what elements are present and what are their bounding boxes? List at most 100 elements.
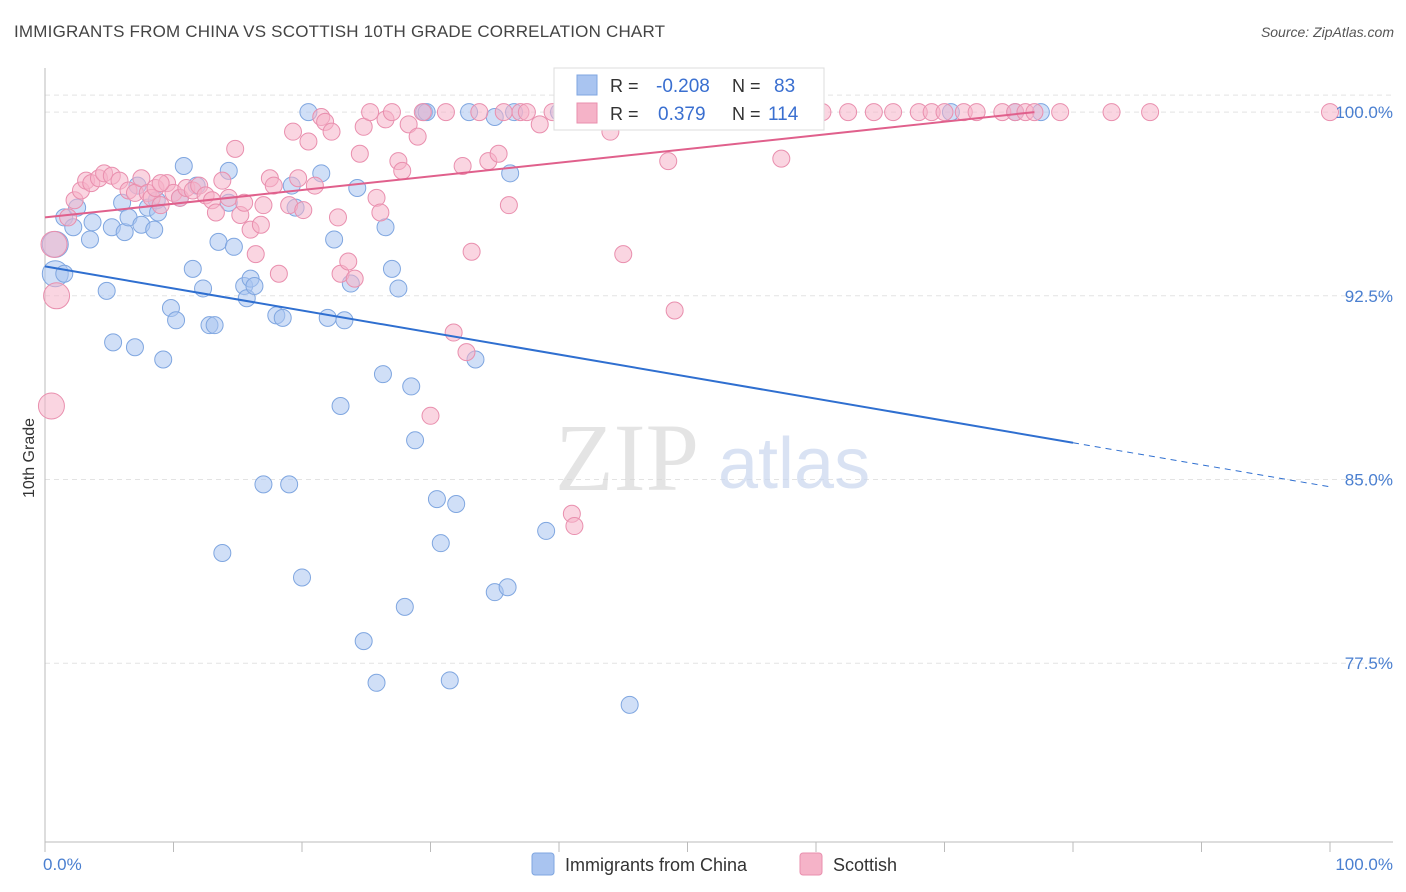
china-point: [209, 232, 228, 251]
china-point: [537, 521, 556, 540]
scottish-point: [399, 115, 418, 134]
scottish-point: [839, 103, 858, 122]
scottish-point: [659, 152, 678, 171]
china-point: [402, 377, 421, 396]
scottish-point: [489, 144, 508, 163]
legend-swatch-china: [576, 74, 598, 96]
scottish-point: [517, 103, 536, 122]
scottish-point: [59, 208, 78, 227]
scottish-point: [371, 203, 390, 222]
scottish-point: [413, 103, 432, 122]
scottish-point: [206, 203, 225, 222]
china-point: [406, 431, 425, 450]
chart-source: Source: ZipAtlas.com: [1260, 24, 1394, 40]
scottish-point: [436, 103, 455, 122]
watermark-zip: ZIP: [555, 404, 699, 511]
china-point: [440, 671, 459, 690]
china-point: [293, 568, 311, 587]
china-point: [620, 695, 639, 714]
scottish-point: [284, 122, 303, 141]
china-point: [325, 230, 344, 249]
china-point: [273, 308, 292, 327]
scottish-point: [213, 171, 232, 190]
series-legend: Immigrants from China Scottish: [531, 852, 897, 876]
scottish-point: [1141, 103, 1160, 122]
legend-swatch-scottish: [576, 102, 598, 124]
china-point: [431, 534, 450, 553]
scottish-point: [884, 103, 903, 122]
scottish-point: [226, 139, 245, 158]
china-point: [224, 237, 243, 256]
china-point: [367, 673, 386, 692]
china-point: [498, 578, 517, 597]
scottish-point: [269, 264, 288, 283]
legend-n-value-scottish: 114: [768, 104, 799, 125]
y-tick-label: 85.0%: [1345, 470, 1393, 489]
legend-n-label-scottish: N =: [732, 104, 761, 124]
x-tick-label-right: 100.0%: [1335, 855, 1393, 874]
scottish-point: [470, 103, 489, 122]
scottish-point: [499, 196, 518, 215]
scottish-point: [289, 169, 308, 188]
watermark: ZIP atlas: [555, 404, 870, 511]
scottish-point: [393, 161, 412, 180]
scottish-point: [305, 176, 324, 195]
china-point: [83, 213, 102, 232]
china-point: [205, 316, 224, 335]
watermark-atlas: atlas: [718, 424, 870, 504]
scottish-point: [494, 103, 513, 122]
scottish-point: [1321, 103, 1339, 122]
china-point: [174, 156, 193, 175]
china-point: [245, 276, 264, 295]
scottish-point: [1102, 103, 1121, 122]
scottish-point: [328, 208, 347, 227]
scottish-point: [151, 174, 170, 193]
scottish-point: [457, 343, 476, 362]
chart-title: IMMIGRANTS FROM CHINA VS SCOTTISH 10TH G…: [14, 22, 666, 41]
scottish-point: [772, 149, 791, 168]
china-point: [427, 490, 446, 509]
scottish-point: [421, 406, 440, 425]
china-point: [254, 475, 273, 494]
scottish-point: [864, 103, 883, 122]
gridlines: [45, 94, 1393, 664]
scottish-point: [251, 215, 270, 234]
china-point: [395, 597, 414, 616]
china-point: [373, 365, 392, 384]
legend-n-value-china: 83: [774, 76, 795, 97]
scottish-point: [382, 103, 401, 122]
scottish-point: [967, 103, 986, 122]
china-point: [183, 259, 202, 278]
legend-item-scottish-swatch: [799, 852, 823, 876]
china-point: [382, 259, 401, 278]
china-point: [389, 279, 408, 298]
scottish-trend-line: [44, 111, 1035, 219]
scottish-point: [246, 245, 265, 264]
y-axis-title: 10th Grade: [21, 418, 38, 498]
china-point: [80, 230, 99, 249]
scottish-point: [408, 127, 427, 146]
legend-r-label-scottish: R =: [610, 104, 639, 124]
scottish-point: [530, 115, 549, 134]
china-point: [348, 179, 367, 198]
legend-item-china-swatch: [531, 852, 555, 876]
china-point: [335, 311, 354, 330]
scottish-point: [361, 103, 380, 122]
china-point: [154, 350, 173, 369]
scottish-point: [254, 196, 273, 215]
scottish-point: [37, 392, 65, 420]
scottish-point: [935, 103, 954, 122]
y-tick-label: 100.0%: [1335, 103, 1393, 122]
china-trend-line: [44, 265, 1074, 444]
stats-legend: R = -0.208 N = 83 R = 0.379 N = 114: [553, 67, 825, 131]
legend-item-scottish-label: Scottish: [833, 855, 897, 875]
legend-item-china-label: Immigrants from China: [565, 855, 748, 875]
legend-r-label-china: R =: [610, 76, 639, 96]
legend-n-label-china: N =: [732, 76, 761, 96]
trend-lines: [44, 111, 1331, 488]
scottish-point: [345, 269, 364, 288]
scottish-point: [294, 201, 313, 220]
scottish-point: [299, 132, 318, 151]
